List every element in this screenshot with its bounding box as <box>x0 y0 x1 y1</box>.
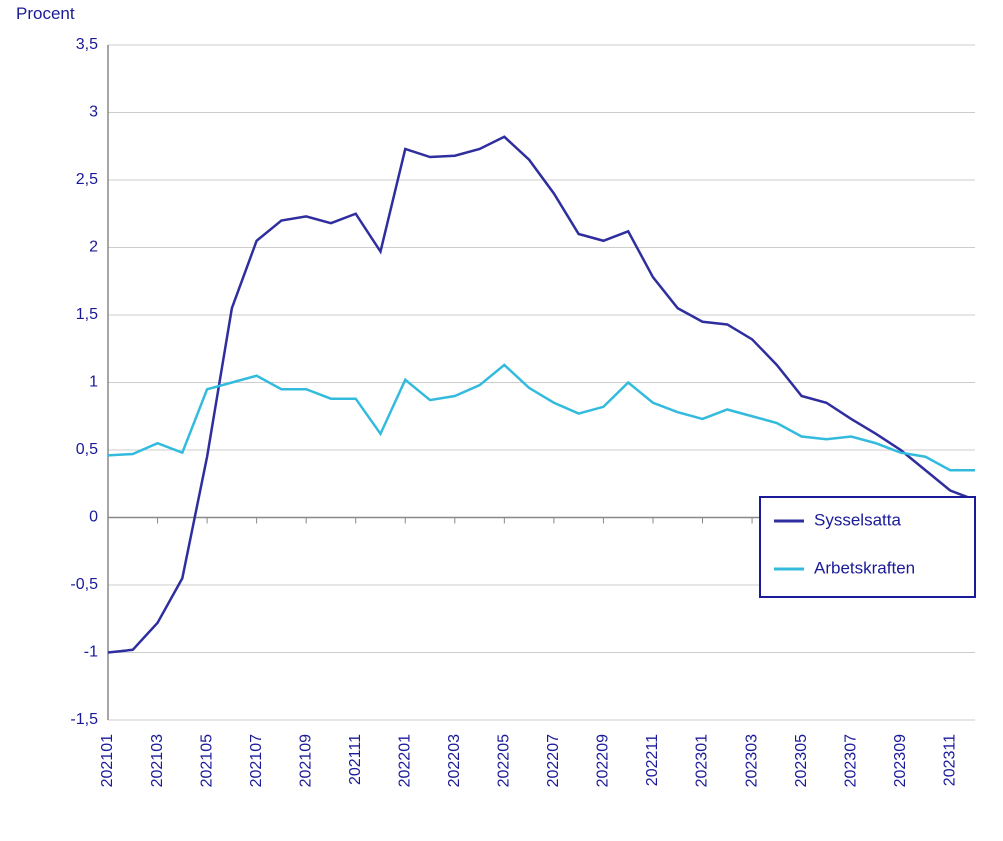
x-tick-label: 202103 <box>149 734 166 787</box>
x-tick-label: 202301 <box>694 734 711 787</box>
y-tick-label: 0 <box>89 509 98 526</box>
line-chart: Procent -1,5 -1 -0,5 0 0,5 1 1,5 2 2,5 3 3,5 202101… <box>0 0 1003 841</box>
legend-label: Sysselsatta <box>814 510 901 529</box>
y-tick-label: 1 <box>89 374 98 391</box>
y-tick-label: 3 <box>89 104 98 121</box>
x-tick-label: 202309 <box>892 734 909 787</box>
x-tick-label: 202201 <box>396 734 413 787</box>
series-arbetskraften <box>108 365 975 470</box>
x-tick-label: 202101 <box>99 734 116 787</box>
legend: Sysselsatta Arbetskraften <box>760 497 975 597</box>
y-tick-label: 3,5 <box>76 36 98 53</box>
y-tick-label: 2,5 <box>76 171 98 188</box>
x-tick-label: 202307 <box>842 734 859 787</box>
x-tick-label: 202211 <box>644 734 661 786</box>
y-tick-label: 1,5 <box>76 306 98 323</box>
x-tick-label: 202203 <box>446 734 463 787</box>
x-tick-label: 202109 <box>297 734 314 787</box>
y-tick-label: -1 <box>84 644 98 661</box>
y-axis-title: Procent <box>16 4 75 24</box>
x-tick-label: 202305 <box>793 734 810 787</box>
chart-svg: -1,5 -1 -0,5 0 0,5 1 1,5 2 2,5 3 3,5 202101 202103 20… <box>0 0 1003 841</box>
x-tick-label: 202105 <box>198 734 215 787</box>
x-tick-label: 202207 <box>545 734 562 787</box>
y-tick-label: -1,5 <box>70 711 98 728</box>
x-tick-label: 202311 <box>941 734 958 786</box>
x-tick-label: 202205 <box>496 734 513 787</box>
y-tick-label: -0,5 <box>70 576 98 593</box>
y-tick-label: 0,5 <box>76 441 98 458</box>
x-tick-label: 202303 <box>743 734 760 787</box>
x-tick-label: 202111 <box>347 734 364 785</box>
x-tick-label: 202209 <box>595 734 612 787</box>
x-tick-label: 202107 <box>248 734 265 787</box>
legend-label: Arbetskraften <box>814 558 915 577</box>
y-tick-label: 2 <box>89 239 98 256</box>
